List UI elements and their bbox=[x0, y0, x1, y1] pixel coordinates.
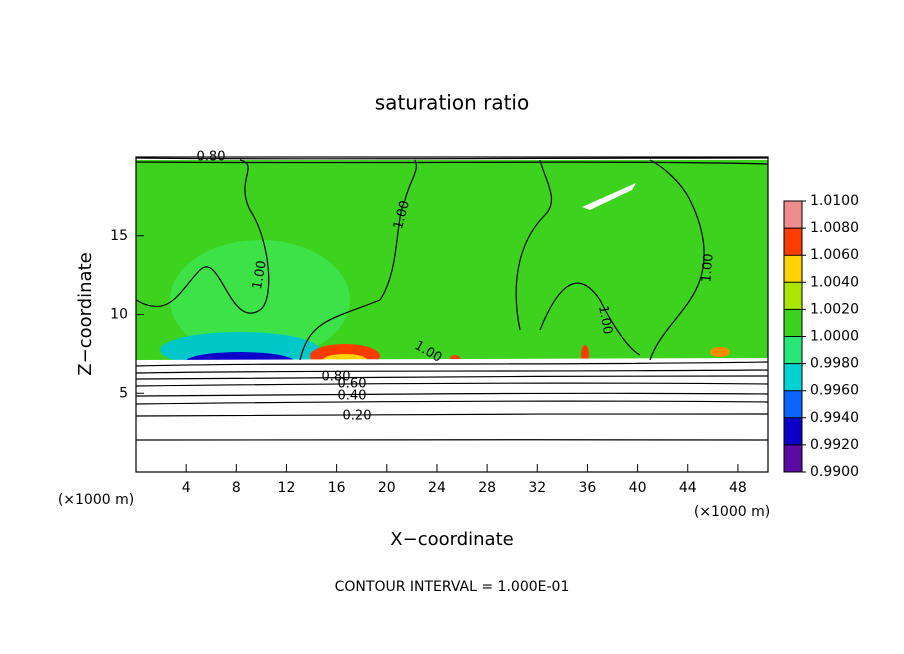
field-fill bbox=[710, 347, 730, 357]
contour-label: 0.20 bbox=[343, 409, 372, 424]
y-tick-label: 10 bbox=[110, 307, 128, 323]
colorbar-tick-label: 1.0020 bbox=[810, 301, 859, 317]
colorbar-band bbox=[784, 390, 802, 418]
y-tick-label: 5 bbox=[119, 385, 128, 401]
colorbar-tick-label: 0.9920 bbox=[810, 437, 859, 453]
x-tick-label: 12 bbox=[278, 480, 296, 496]
x-tick-label: 48 bbox=[729, 480, 747, 496]
colorbar-band bbox=[784, 444, 802, 472]
field bbox=[136, 160, 768, 472]
y-tick-label: 15 bbox=[110, 228, 128, 244]
contour-label: 1.00 bbox=[699, 253, 716, 283]
contour-label: 0.60 bbox=[338, 377, 367, 392]
x-tick-label: 16 bbox=[328, 480, 346, 496]
x-tick-label: 8 bbox=[232, 480, 241, 496]
contour-label: 1.00 bbox=[595, 304, 615, 335]
colorbar-band bbox=[784, 417, 802, 445]
colorbar-band bbox=[784, 309, 802, 337]
colorbar-tick-label: 0.9940 bbox=[810, 410, 859, 426]
colorbar-band bbox=[784, 336, 802, 364]
contour-label: 0.80 bbox=[197, 150, 226, 165]
x-unit: (×1000 m) bbox=[694, 504, 770, 520]
chart-title: saturation ratio bbox=[375, 91, 529, 115]
colorbar-band bbox=[784, 228, 802, 256]
x-tick-label: 32 bbox=[528, 480, 546, 496]
x-tick-label: 20 bbox=[378, 480, 396, 496]
x-tick-label: 36 bbox=[579, 480, 597, 496]
x-tick-label: 28 bbox=[478, 480, 496, 496]
contour-lines bbox=[135, 157, 769, 441]
footer: CONTOUR INTERVAL = 1.000E-01 bbox=[335, 579, 570, 595]
field-gap bbox=[582, 183, 636, 210]
colorbar-band bbox=[784, 282, 802, 310]
colorbar-tick-label: 1.0060 bbox=[810, 247, 859, 263]
x-axis-label: X−coordinate bbox=[390, 529, 513, 550]
colorbar-tick-label: 0.9980 bbox=[810, 356, 859, 372]
field-fill bbox=[170, 240, 350, 360]
x-unit: (×1000 m) bbox=[58, 492, 134, 508]
x-tick-label: 40 bbox=[629, 480, 647, 496]
colorbar-tick-label: 0.9900 bbox=[810, 464, 859, 480]
contour-label: 0.40 bbox=[338, 389, 367, 404]
y-axis-label: Z−coordinate bbox=[75, 252, 96, 375]
x-tick-label: 44 bbox=[679, 480, 697, 496]
colorbar-tick-label: 1.0100 bbox=[810, 193, 859, 209]
x-tick-label: 24 bbox=[428, 480, 446, 496]
colorbar-tick-label: 1.0000 bbox=[810, 329, 859, 345]
colorbar-band bbox=[784, 201, 802, 229]
contour-label: 1.00 bbox=[250, 259, 270, 290]
x-tick-label: 4 bbox=[182, 480, 191, 496]
colorbar-band bbox=[784, 255, 802, 283]
colorbar-band bbox=[784, 363, 802, 391]
contour-label: 1.00 bbox=[391, 199, 413, 231]
contour-label: 0.80 bbox=[322, 370, 351, 385]
colorbar-tick-label: 1.0080 bbox=[810, 220, 859, 236]
colorbar-tick-label: 0.9960 bbox=[810, 383, 859, 399]
colorbar-tick-label: 1.0040 bbox=[810, 274, 859, 290]
